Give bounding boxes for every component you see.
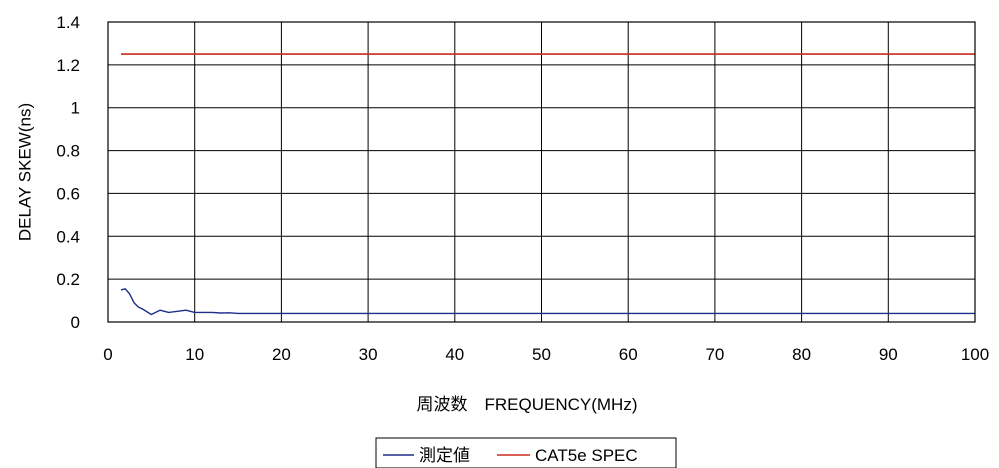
y-tick-labels: 0 0.2 0.4 0.6 0.8 1 1.2 1.4 xyxy=(56,13,80,332)
x-tick-label: 90 xyxy=(879,345,898,364)
x-tick-label: 10 xyxy=(185,345,204,364)
y-tick-label: 0 xyxy=(71,313,80,332)
legend-label-measured: 測定値 xyxy=(419,446,470,465)
legend-label-spec: CAT5e SPEC xyxy=(535,446,638,465)
series-line-measured xyxy=(120,288,975,316)
x-tick-labels: 0 10 20 30 40 50 60 70 80 90 100 xyxy=(103,345,989,364)
y-tick-label: 0.2 xyxy=(56,270,80,289)
y-tick-label: 1 xyxy=(71,99,80,118)
x-tick-label: 0 xyxy=(103,345,112,364)
x-tick-label: 40 xyxy=(445,345,464,364)
x-tick-label: 60 xyxy=(619,345,638,364)
series-layer xyxy=(120,53,975,316)
x-tick-label: 30 xyxy=(359,345,378,364)
y-tick-label: 1.4 xyxy=(56,13,80,32)
x-axis-title: 周波数 FREQUENCY(MHz) xyxy=(417,395,638,414)
legend: 測定値 CAT5e SPEC xyxy=(375,437,677,468)
y-tick-label: 0.6 xyxy=(56,184,80,203)
x-tick-label: 50 xyxy=(532,345,551,364)
y-axis-title: DELAY SKEW(ns) xyxy=(15,103,34,241)
x-tick-label: 100 xyxy=(961,345,989,364)
x-tick-label: 20 xyxy=(272,345,291,364)
grid xyxy=(108,22,975,322)
legend-box xyxy=(375,437,677,468)
x-tick-label: 80 xyxy=(792,345,811,364)
y-tick-label: 0.4 xyxy=(56,227,80,246)
y-tick-label: 1.2 xyxy=(56,56,80,75)
plot-frame xyxy=(107,21,976,323)
y-tick-label: 0.8 xyxy=(56,142,80,161)
x-tick-label: 70 xyxy=(705,345,724,364)
